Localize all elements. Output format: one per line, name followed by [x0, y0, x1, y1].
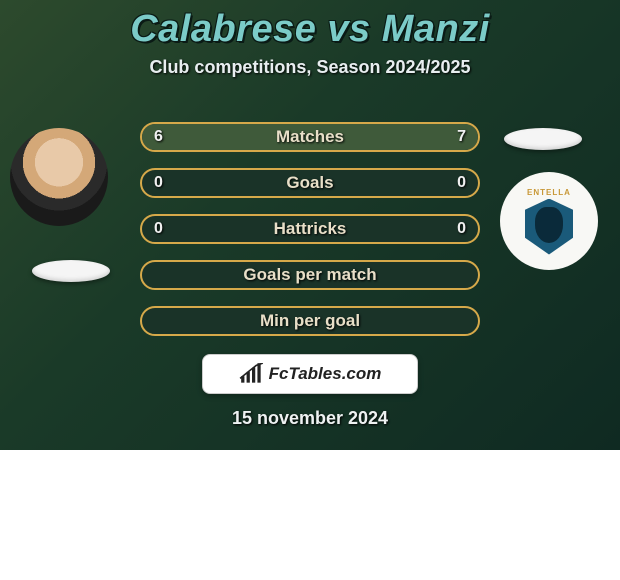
player-left-flag: [32, 260, 110, 282]
stat-bars: 6 Matches 7 0 Goals 0 0 Hattricks 0 Goal…: [140, 122, 480, 352]
player-left-avatar: [10, 128, 108, 226]
player-right-club-crest: ENTELLA: [500, 172, 598, 270]
stat-row-goals: 0 Goals 0: [140, 168, 480, 198]
comparison-card: Calabrese vs Manzi Club competitions, Se…: [0, 0, 620, 450]
stat-row-hattricks: 0 Hattricks 0: [140, 214, 480, 244]
brand-badge: FcTables.com: [202, 354, 418, 394]
crest-label: ENTELLA: [527, 188, 571, 197]
stat-value-right: 7: [457, 128, 466, 146]
brand-text: FcTables.com: [269, 364, 382, 384]
date-text: 15 november 2024: [0, 408, 620, 429]
chart-icon: [239, 363, 265, 385]
page-title: Calabrese vs Manzi: [0, 0, 620, 51]
stat-value-right: 0: [457, 220, 466, 238]
stat-row-min-per-goal: Min per goal: [140, 306, 480, 336]
stat-label: Goals per match: [142, 265, 478, 285]
stat-label: Goals: [142, 173, 478, 193]
stat-label: Hattricks: [142, 219, 478, 239]
stat-row-matches: 6 Matches 7: [140, 122, 480, 152]
stat-value-right: 0: [457, 174, 466, 192]
subtitle: Club competitions, Season 2024/2025: [0, 57, 620, 78]
player-right-flag: [504, 128, 582, 150]
stat-label: Min per goal: [142, 311, 478, 331]
stat-row-goals-per-match: Goals per match: [140, 260, 480, 290]
crest-shape: [525, 199, 573, 255]
stat-label: Matches: [142, 127, 478, 147]
